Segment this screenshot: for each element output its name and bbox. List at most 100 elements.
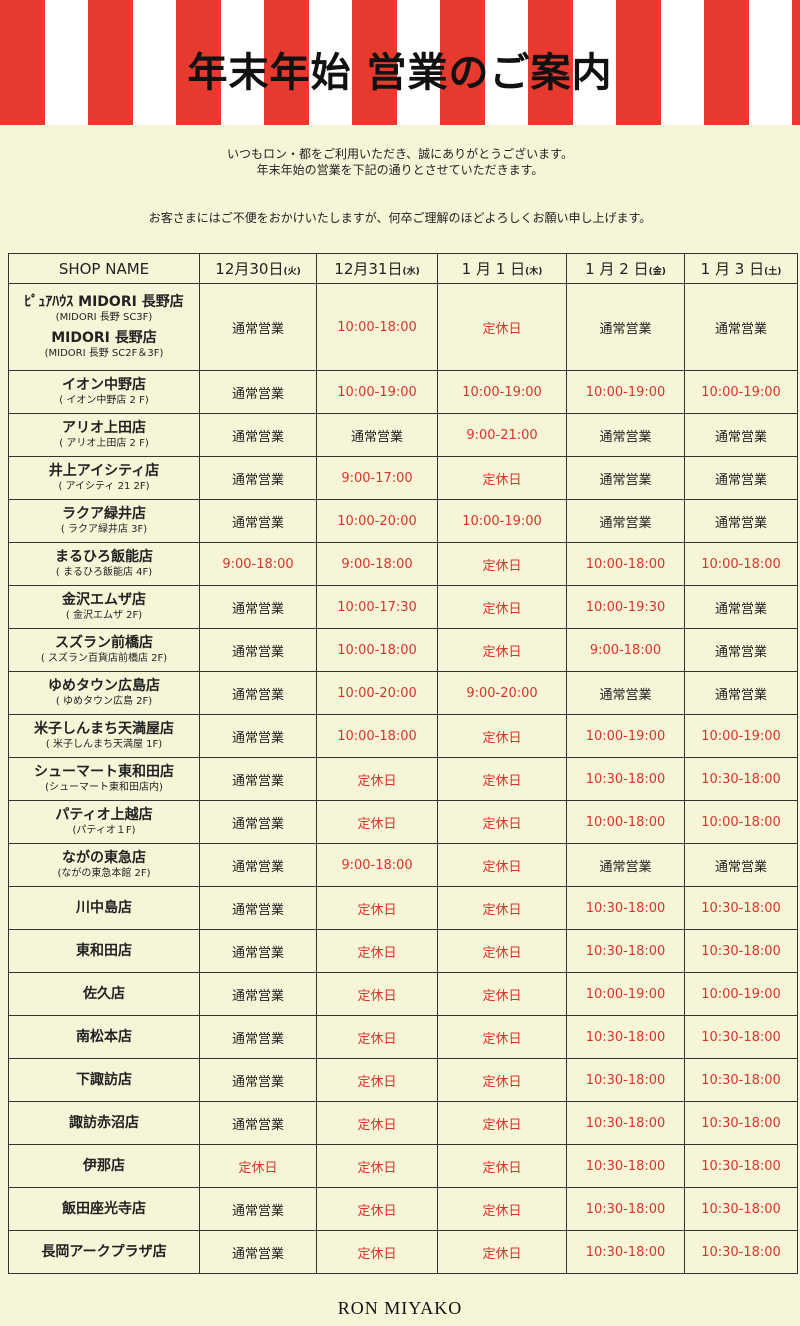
- hours-cell: 10:30-18:00: [684, 1230, 798, 1274]
- table-row: 下諏訪店 通常営業 定休日 定休日 10:30-18:00 10:30-18:00: [8, 1058, 798, 1102]
- shop-name: ながの東急店: [62, 850, 146, 866]
- hours-cell: 定休日: [437, 1015, 567, 1059]
- hours-cell: 通常営業: [199, 370, 317, 414]
- hours-cell: 10:00-19:00: [566, 370, 685, 414]
- hours-cell: 10:30-18:00: [566, 757, 685, 801]
- hours-cell: 定休日: [199, 1144, 317, 1188]
- hours-cell: 10:00-17:30: [316, 585, 438, 629]
- shop-name: イオン中野店: [62, 377, 146, 393]
- hours-cell: 定休日: [316, 1230, 438, 1274]
- shop-name-cell: 川中島店: [8, 886, 200, 930]
- hours-cell: 通常営業: [199, 1101, 317, 1145]
- hours-cell: 10:30-18:00: [566, 1015, 685, 1059]
- hours-cell: 通常営業: [566, 413, 685, 457]
- hours-cell: 10:00-19:00: [566, 972, 685, 1016]
- shop-location: ( まるひろ飯能店 4F): [55, 567, 153, 578]
- hours-cell: 定休日: [437, 972, 567, 1016]
- shop-name: パティオ上越店: [55, 807, 153, 823]
- shop-name: 川中島店: [76, 899, 132, 916]
- shop-name: ﾋﾟｭｱﾊｳｽ MIDORI 長野店: [24, 294, 184, 310]
- shop-name-cell: イオン中野店 ( イオン中野店 2 F): [8, 370, 200, 414]
- header-weekday: (水): [402, 267, 420, 277]
- shop-location: ( ゆめタウン広島 2F): [55, 696, 153, 707]
- hours-cell: 定休日: [437, 714, 567, 758]
- shop-name: まるひろ飯能店: [55, 549, 153, 565]
- hours-table: SHOP NAME 12月30日(火) 12月31日(水) 1 月 1 日(木) 1 月…: [8, 253, 798, 1274]
- hours-cell: 通常営業: [199, 757, 317, 801]
- page-title: 年末年始 営業のご案内: [187, 50, 613, 96]
- header-date: 1 月 1 日: [461, 260, 526, 278]
- hours-cell: 9:00-21:00: [437, 413, 567, 457]
- hours-cell: 10:30-18:00: [684, 757, 798, 801]
- column-header: SHOP NAME: [8, 253, 200, 284]
- shop-location: ( イオン中野店 2 F): [59, 395, 149, 406]
- shop-name-cell: 諏訪赤沼店: [8, 1101, 200, 1145]
- hours-cell: 定休日: [437, 929, 567, 973]
- table-row: ながの東急店 (ながの東急本館 2F) 通常営業 9:00-18:00 定休日 通常営業通…: [8, 843, 798, 887]
- shop-location: (シューマート東和田店内): [45, 782, 163, 793]
- hours-cell: 10:00-18:00: [566, 800, 685, 844]
- shop-name: 東和田店: [76, 942, 132, 959]
- hours-cell: 通常営業: [566, 499, 685, 543]
- hours-cell: 10:00-18:00: [316, 714, 438, 758]
- shop-name: 下諏訪店: [76, 1071, 132, 1088]
- striped-banner: [0, 0, 800, 125]
- hours-cell: 通常営業: [199, 929, 317, 973]
- shop-name: 井上アイシティ店: [48, 463, 160, 479]
- hours-cell: 9:00-18:00: [316, 542, 438, 586]
- shop-location: (MIDORI 長野 SC3F): [55, 312, 153, 323]
- shop-name: 長岡アークプラザ店: [41, 1243, 167, 1260]
- table-row: イオン中野店( イオン中野店 2 F) 通常営業 10:00-19:00 10:00-…: [8, 370, 798, 414]
- hours-cell: 9:00-17:00: [316, 456, 438, 500]
- table-row: 東和田店 通常営業 定休日 定休日 10:30-18:00 10:30-18:00: [8, 929, 798, 973]
- hours-cell: 定休日: [437, 283, 567, 371]
- hours-cell: 10:00-19:00: [684, 714, 798, 758]
- hours-cell: 定休日: [437, 843, 567, 887]
- shop-name: 諏訪赤沼店: [69, 1114, 139, 1131]
- hours-cell: 10:00-18:00: [566, 542, 685, 586]
- shop-name-cell: パティオ上越店 (パティオ１F): [8, 800, 200, 844]
- hours-cell: 通常営業: [199, 1187, 317, 1231]
- hours-cell: 通常営業: [199, 800, 317, 844]
- hours-cell: 通常営業: [684, 671, 798, 715]
- shop-name: アリオ上田店: [62, 420, 146, 436]
- header-date: SHOP NAME: [58, 259, 150, 278]
- table-row: シューマート東和田店 (シューマート東和田店内) 通常営業 定休日 定休日 10:30-1…: [8, 757, 798, 801]
- hours-cell: 通常営業: [316, 413, 438, 457]
- shop-name-cell: まるひろ飯能店 ( まるひろ飯能店 4F): [8, 542, 200, 586]
- shop-name: 佐久店: [83, 985, 125, 1002]
- hours-cell: 10:30-18:00: [684, 1101, 798, 1145]
- hours-cell: 通常営業: [199, 1058, 317, 1102]
- brand-logo: RON MIYAKO: [337, 1298, 463, 1318]
- hours-cell: 9:00-18:00: [199, 542, 317, 586]
- hours-cell: 定休日: [316, 757, 438, 801]
- shop-location: ( アリオ上田店 2 F): [59, 438, 149, 449]
- shop-location: ( 金沢エムザ 2F): [65, 610, 143, 621]
- shop-name-cell: 佐久店: [8, 972, 200, 1016]
- column-header: 1 月 1 日(木): [437, 253, 567, 284]
- hours-cell: 10:00-18:00: [316, 628, 438, 672]
- hours-cell: 10:30-18:00: [684, 886, 798, 930]
- shop-name-cell: 長岡アークプラザ店: [8, 1230, 200, 1274]
- shop-name-cell: ゆめタウン広島店 ( ゆめタウン広島 2F): [8, 671, 200, 715]
- header-date: 1 月 3 日: [700, 260, 765, 278]
- hours-cell: 定休日: [437, 542, 567, 586]
- hours-cell: 通常営業: [199, 1230, 317, 1274]
- column-header: 1 月 2 日(金): [566, 253, 685, 284]
- hours-cell: 10:00-19:00: [316, 370, 438, 414]
- shop-name: MIDORI 長野店: [51, 330, 157, 346]
- table-row: 佐久店 通常営業 定休日 定休日 10:00-19:00 10:00-19:00: [8, 972, 798, 1016]
- hours-cell: 定休日: [316, 1144, 438, 1188]
- shop-location: ( アイシティ 21 2F): [58, 481, 150, 492]
- shop-name: 飯田座光寺店: [62, 1200, 146, 1217]
- hours-cell: 定休日: [437, 1230, 567, 1274]
- shop-name-cell: ラクア緑井店 ( ラクア緑井店 3F): [8, 499, 200, 543]
- table-row: 諏訪赤沼店 通常営業 定休日 定休日 10:30-18:00 10:30-18:00: [8, 1101, 798, 1145]
- hours-cell: 通常営業: [684, 499, 798, 543]
- hours-cell: 10:00-18:00: [316, 283, 438, 371]
- shop-location: ( ラクア緑井店 3F): [60, 524, 148, 535]
- table-row: まるひろ飯能店 ( まるひろ飯能店 4F) 9:00-18:00 9:00-18:00…: [8, 542, 798, 586]
- shop-location: (ながの東急本館 2F): [57, 868, 151, 879]
- hours-cell: 10:00-19:00: [437, 499, 567, 543]
- hours-cell: 定休日: [437, 757, 567, 801]
